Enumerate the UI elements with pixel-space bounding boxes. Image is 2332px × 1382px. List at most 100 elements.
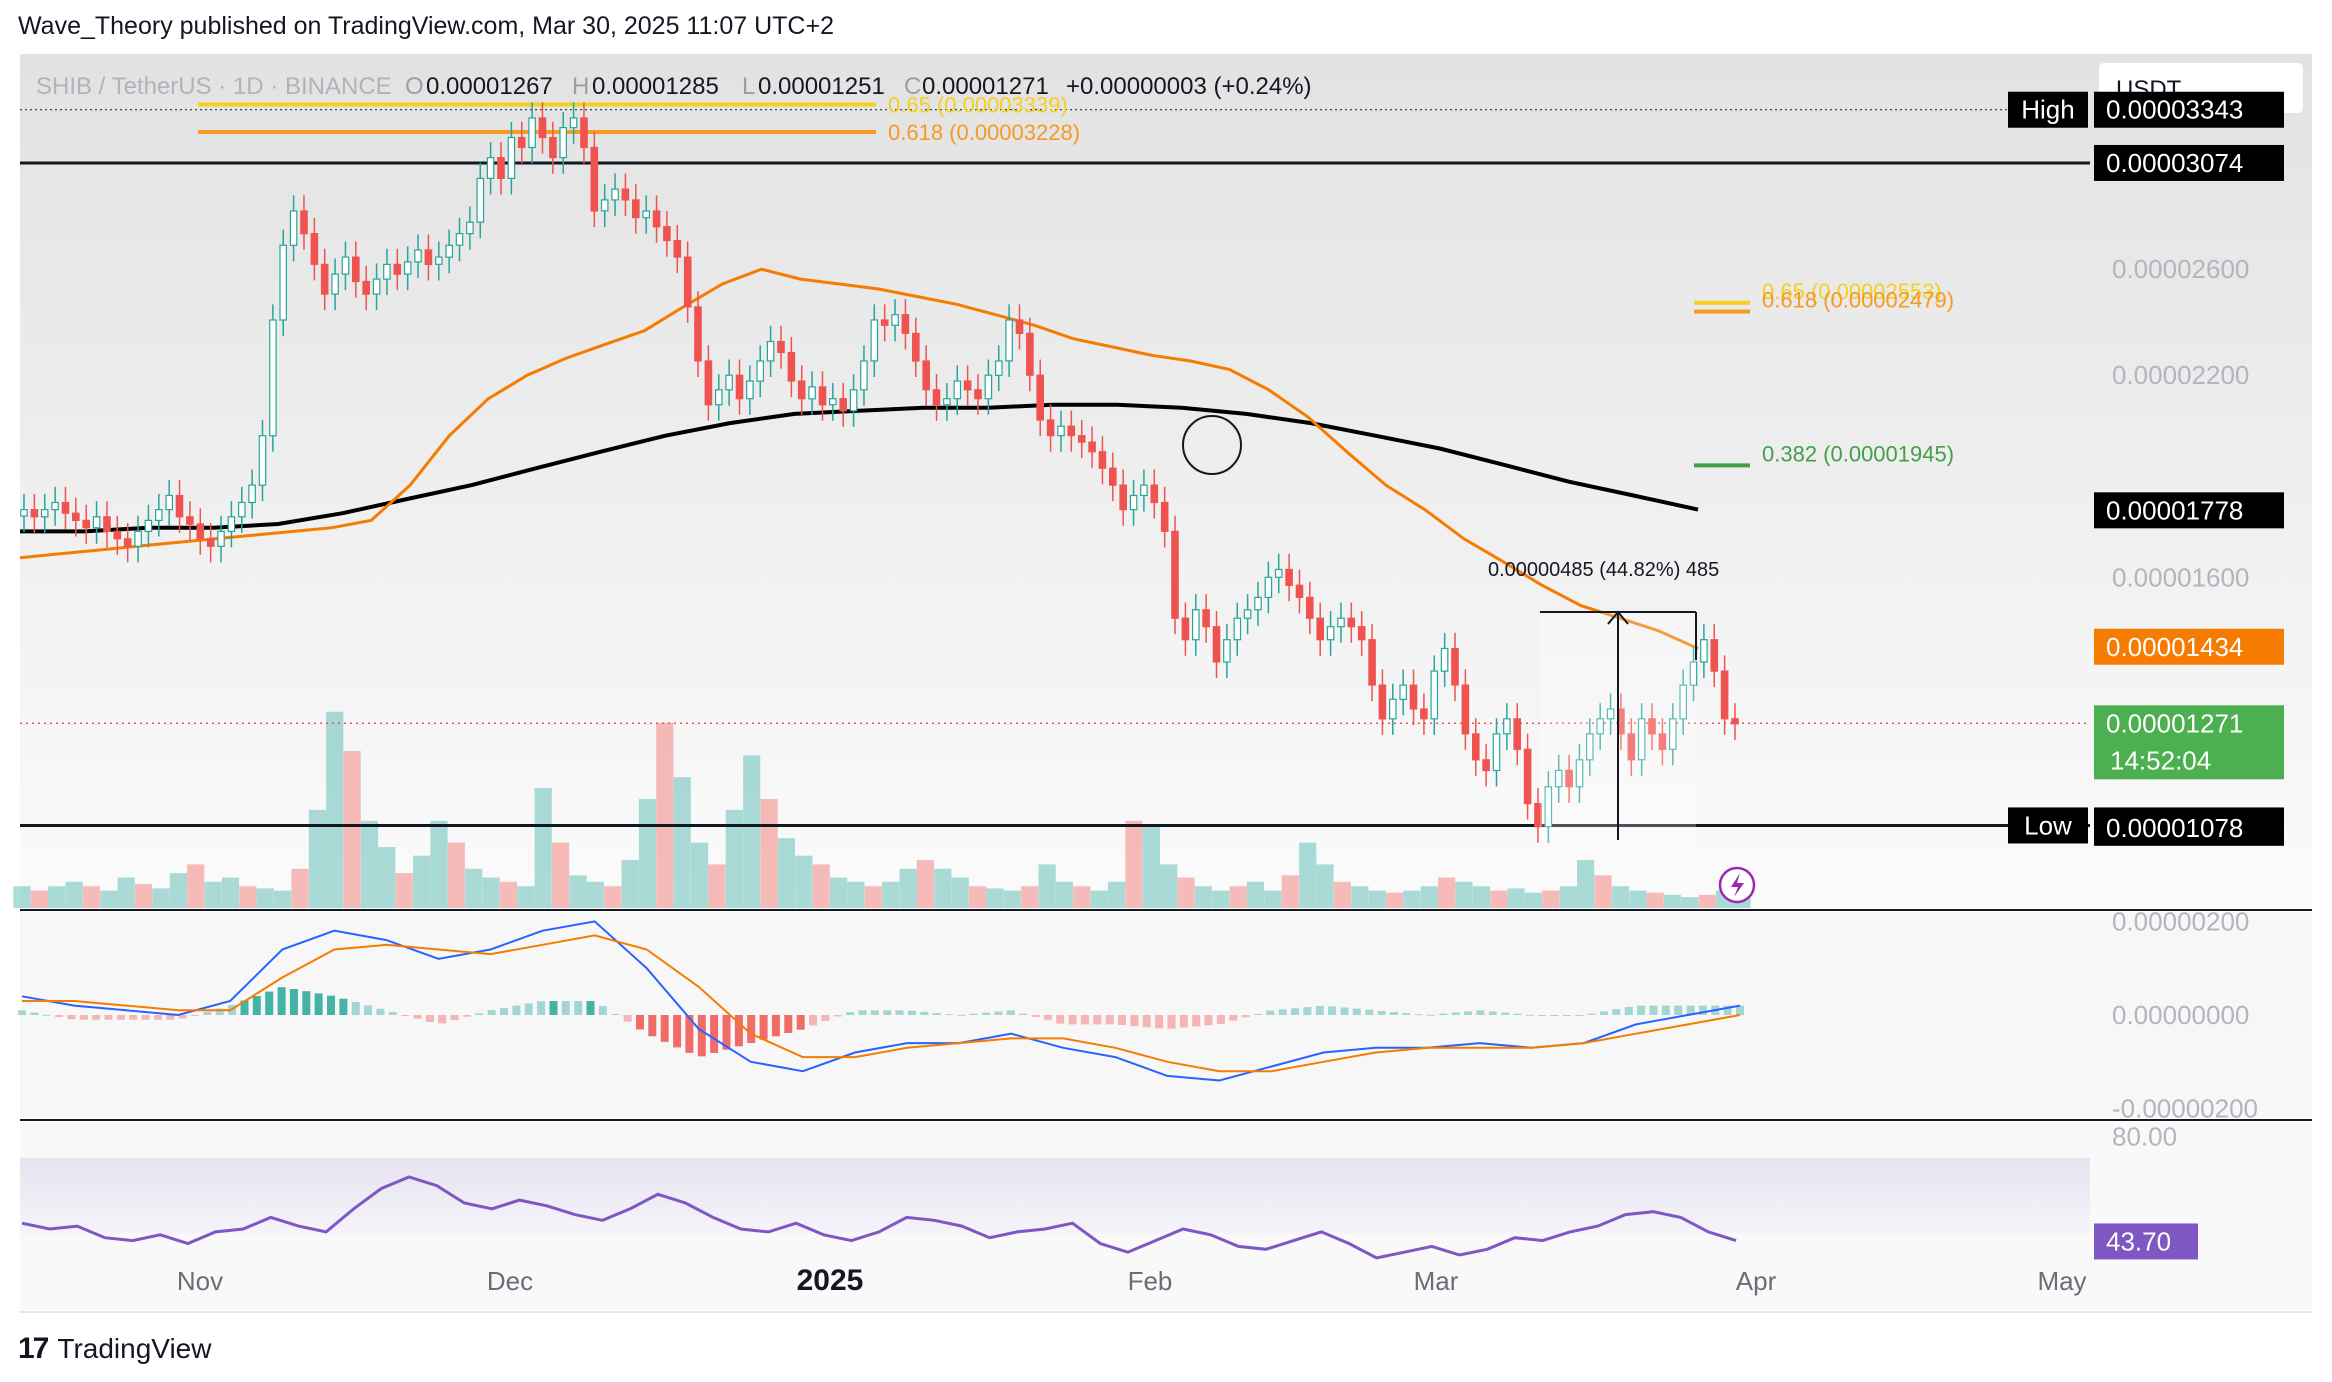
volume-bar [1246, 881, 1265, 908]
macd-axis-tick: 0.00000200 [2112, 906, 2249, 936]
macd-histogram-bar [1142, 1015, 1151, 1028]
candle-body [1171, 530, 1179, 619]
macd-histogram-bar [1464, 1011, 1473, 1015]
candle-body [860, 360, 868, 391]
price-axis[interactable]: High0.000033430.00003074Low0.000010820.0… [2008, 91, 2284, 846]
macd-histogram-bar [289, 989, 298, 1015]
candle-body [393, 263, 402, 275]
rsi-line [21, 1175, 1737, 1260]
candle-body [1658, 733, 1667, 750]
candle-body [1430, 670, 1439, 720]
macd-histogram-bar [154, 1015, 162, 1020]
macd-histogram-bar [79, 1015, 88, 1020]
candle-body [891, 314, 899, 326]
candle-body [258, 435, 267, 486]
macd-histogram-bar [129, 1015, 138, 1020]
macd-histogram-bar [1575, 1015, 1584, 1016]
macd-histogram-bar [833, 1015, 842, 1017]
price-tag [2094, 492, 2284, 529]
macd-histogram-bar [1068, 1015, 1077, 1025]
macd-histogram-bar [1019, 1013, 1028, 1015]
candle-body [1710, 639, 1719, 672]
macd-histogram-bar [1501, 1012, 1510, 1015]
fib-label-top: 0.618 (0.00003228) [888, 120, 1080, 145]
candle-body [279, 244, 288, 321]
moving-averages [19, 267, 1699, 650]
volume-bar [1524, 892, 1543, 908]
candle-body [341, 256, 350, 275]
candle-body [217, 530, 225, 547]
candle-body [1513, 718, 1522, 750]
macd-histogram-bar [771, 1015, 780, 1037]
candle-body [569, 117, 578, 129]
volume-bar [638, 799, 657, 908]
candle-body [466, 221, 474, 235]
ohlc-low-label: L [742, 73, 755, 100]
tradingview-logo[interactable]: 17 TradingView [18, 1332, 211, 1366]
candle-body [175, 494, 184, 518]
candle-body [1243, 609, 1252, 619]
level-label: Low [2024, 810, 2072, 840]
macd-histogram-bar [883, 1010, 892, 1015]
time-axis[interactable]: Nov Dec 2025 Feb Mar Apr May [177, 1264, 2087, 1297]
ohlc-high-label: H [572, 73, 589, 100]
volume-bar [1055, 881, 1073, 908]
candle-body [1150, 484, 1159, 504]
macd-histogram-bar [636, 1015, 644, 1030]
candle-body [227, 516, 236, 532]
volume-bar [1229, 886, 1247, 908]
candle-body [1627, 733, 1636, 761]
macd-histogram-bar [1525, 1014, 1534, 1016]
macd-histogram-bar [1476, 1010, 1485, 1015]
candle-body [922, 360, 931, 391]
macd-histogram-bar [1587, 1013, 1596, 1015]
candle-body [1720, 670, 1729, 720]
candle-body [403, 261, 412, 275]
macd-histogram-bar [1118, 1015, 1126, 1025]
candle-body [953, 380, 962, 400]
time-axis-tick: Nov [177, 1266, 223, 1296]
rsi-indicator: 80.00 43.70 [21, 1121, 2198, 1260]
candle-body [1129, 494, 1138, 511]
candle-body [777, 340, 785, 354]
candle-body [1254, 596, 1262, 611]
candle-body [1347, 617, 1356, 628]
macd-histogram-bar [1352, 1008, 1361, 1015]
macd-indicator: 0.00000200 0.00000000 -0.00000200 [18, 906, 2258, 1124]
volume-bar [812, 864, 830, 908]
macd-histogram-bar [1105, 1015, 1114, 1025]
macd-histogram-bar [1550, 1015, 1559, 1016]
ema-50-line [19, 267, 1699, 650]
candle-body [362, 280, 371, 295]
macd-histogram-bar [759, 1015, 768, 1040]
macd-histogram-bar [932, 1013, 941, 1015]
candle-body [1088, 441, 1096, 453]
measure-tool: 0.00000485 (44.82%) 485 [1488, 559, 1719, 842]
volume-bar [135, 884, 153, 908]
candle-body [746, 380, 754, 400]
macd-histogram-bar [673, 1015, 682, 1048]
candle-body [1471, 733, 1480, 761]
macd-histogram-bar [215, 1008, 224, 1015]
volume-bar [760, 799, 778, 908]
candle-body [414, 249, 422, 263]
macd-histogram-bar [1303, 1007, 1312, 1015]
lightning-icon[interactable] [1718, 866, 1756, 904]
candle-body [1191, 609, 1200, 641]
candle-body [1067, 425, 1076, 437]
candle-body [1316, 617, 1325, 641]
volume-bar [586, 881, 604, 908]
macd-histogram-bar [784, 1015, 793, 1033]
macd-histogram-bar [945, 1014, 953, 1016]
ohlc-high-value: 0.00001285 [592, 73, 719, 100]
macd-histogram-bar [1698, 1005, 1707, 1015]
macd-histogram-bar [809, 1015, 817, 1026]
macd-histogram-bar [722, 1015, 731, 1050]
macd-histogram-bar [611, 1013, 620, 1015]
macd-histogram-bar [1389, 1012, 1398, 1015]
volume-bar [1420, 886, 1438, 908]
volume-bar [708, 864, 726, 908]
macd-pane-bg [20, 912, 2312, 1118]
candle-body [963, 380, 972, 391]
